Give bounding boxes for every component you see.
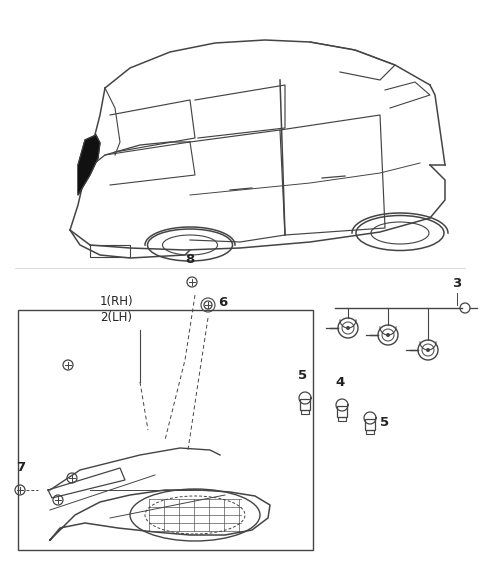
Bar [366, 430, 374, 434]
Bar [338, 417, 346, 421]
Polygon shape [78, 135, 100, 195]
Bar [300, 399, 310, 410]
Bar [301, 410, 309, 414]
Bar [18, 310, 313, 550]
Circle shape [426, 348, 430, 352]
Text: 5: 5 [380, 416, 389, 430]
Text: 2(LH): 2(LH) [100, 312, 132, 324]
Text: 7: 7 [16, 461, 25, 474]
Circle shape [346, 326, 350, 330]
Text: 5: 5 [299, 369, 308, 382]
Circle shape [386, 333, 390, 337]
Text: 8: 8 [185, 253, 194, 266]
Bar [337, 406, 347, 417]
Text: 1(RH): 1(RH) [100, 296, 133, 308]
Bar [365, 419, 375, 430]
Text: 3: 3 [452, 277, 462, 290]
Text: 4: 4 [336, 376, 345, 389]
Text: 6: 6 [218, 296, 227, 309]
